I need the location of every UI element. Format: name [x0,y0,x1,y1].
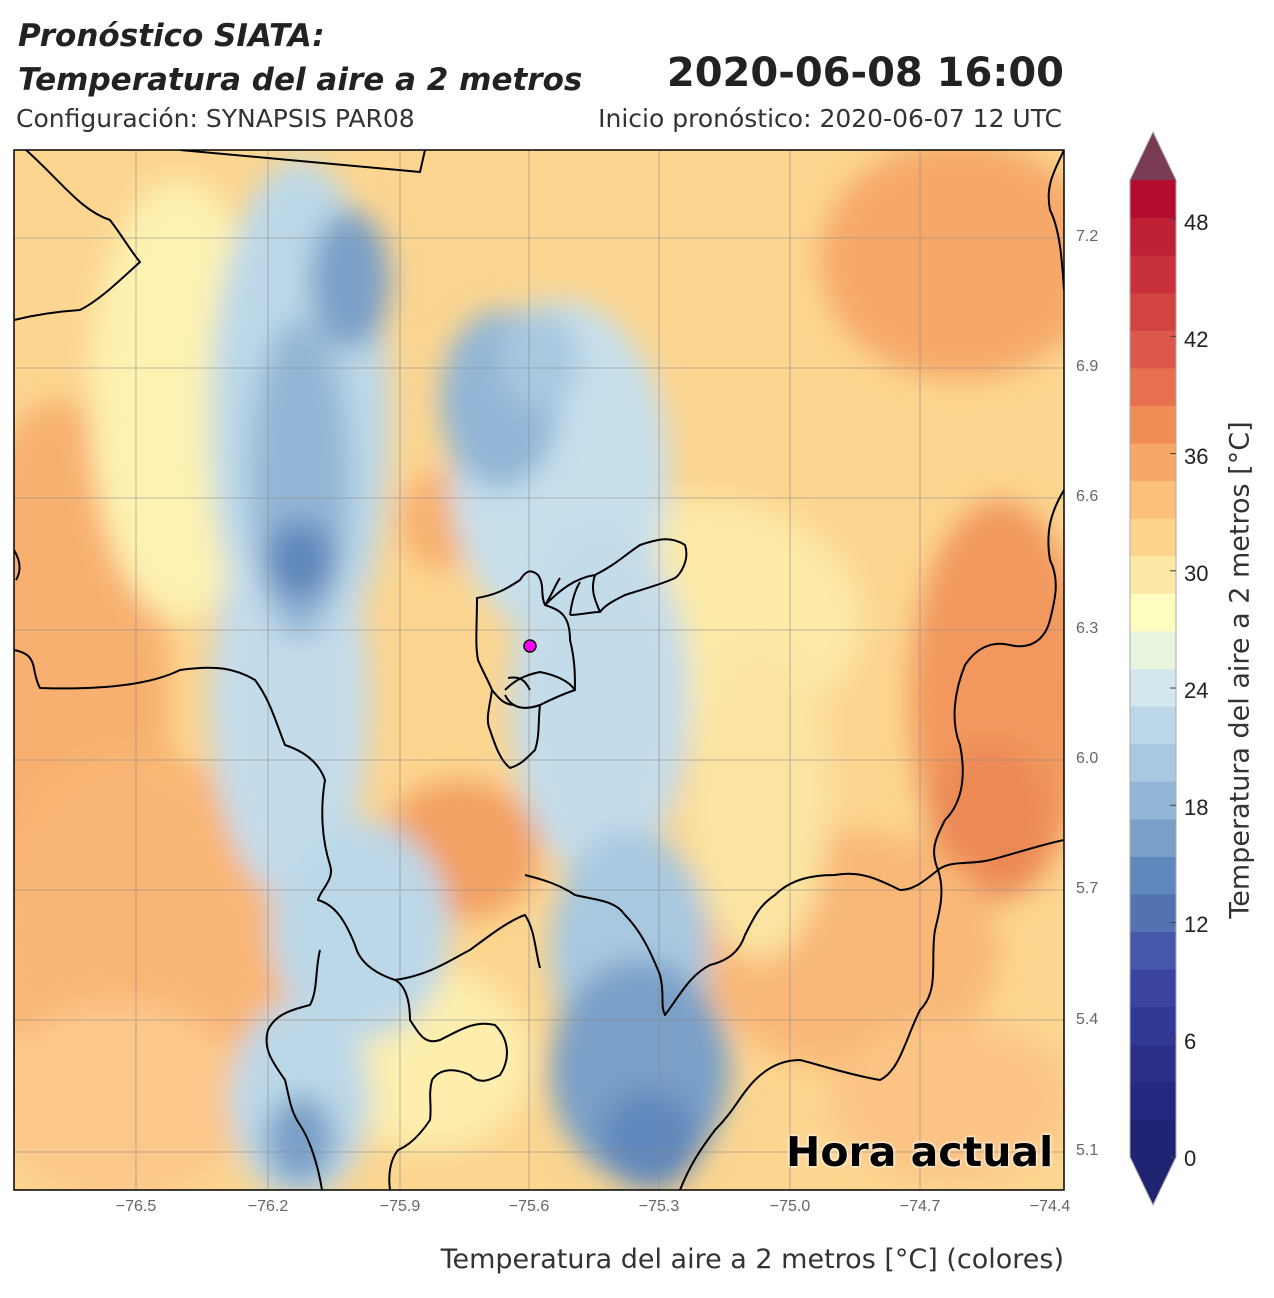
lat-tick-label: 5.4 [1076,1011,1099,1028]
colorbar-segment [1130,367,1176,406]
colorbar-segment [1130,1006,1176,1045]
colorbar-tick-label: 42 [1184,327,1209,352]
current-time-badge: Hora actual [786,1128,1054,1176]
colorbar-segment [1130,856,1176,895]
lon-tick-label: −75.9 [379,1198,421,1215]
title-block: Pronóstico SIATA: Temperatura del aire a… [18,14,582,102]
lon-tick-label: −75.0 [769,1198,811,1215]
lon-tick-label: −74.7 [899,1198,941,1215]
lon-tick-label: −76.2 [247,1198,289,1215]
colorbar-tick-label: 24 [1184,678,1209,703]
x-axis-label: Temperatura del aire a 2 metros [°C] (co… [440,1244,1064,1275]
colorbar-segment [1130,893,1176,933]
title-line-1: Pronóstico SIATA: [18,18,325,54]
colorbar-segment [1130,706,1176,745]
lon-tick-label: −75.3 [638,1198,680,1215]
colorbar-tick-label: 0 [1184,1146,1197,1171]
colorbar-segment [1130,217,1176,256]
colorbar-segment [1130,630,1176,669]
lat-tick-label: 7.2 [1076,228,1099,245]
location-marker [523,639,537,653]
colorbar-segment [1130,292,1176,331]
map-frame [13,149,1065,1191]
colorbar-label: Temperatura del aire a 2 metros [°C] [1224,421,1256,919]
colorbar-segment [1130,1081,1176,1120]
temperature-field [14,150,1064,1190]
colorbar-segment [1130,330,1176,369]
colorbar-segment [1130,255,1176,294]
colorbar-tick-label: 36 [1184,444,1209,469]
colorbar-under-triangle [1130,1157,1176,1205]
colorbar-segment [1130,743,1176,782]
lon-tick-label: −74.4 [1029,1198,1071,1215]
lon-tick-label: −75.6 [508,1198,550,1215]
lon-tick-label: −76.5 [115,1198,157,1215]
admin-borders [14,150,1064,1190]
lat-tick-label: 6.6 [1076,488,1099,505]
colorbar-tick-label: 48 [1184,210,1209,235]
colorbar-segment [1130,818,1176,857]
forecast-start-label: Inicio pronóstico: 2020-06-07 12 UTC [598,104,1062,133]
lat-tick-label: 6.3 [1076,620,1099,637]
colorbar-segment [1130,593,1176,632]
colorbar-tick-label: 18 [1184,795,1209,820]
lat-tick-label: 6.9 [1076,358,1099,375]
colorbar-outline [1129,130,1177,1207]
lat-tick-label: 6.0 [1076,750,1099,767]
colorbar-segment [1130,405,1176,444]
lat-tick-label: 5.1 [1076,1142,1099,1159]
colorbar-segment [1130,1119,1176,1158]
colorbar-segment [1130,480,1176,519]
forecast-datetime: 2020-06-08 16:00 [666,50,1064,96]
configuration-label: Configuración: SYNAPSIS PAR08 [16,104,415,133]
colorbar-tick-label: 30 [1184,561,1209,586]
map-grid [14,150,1064,1190]
colorbar-segment [1130,668,1176,707]
colorbar-tick-label: 12 [1184,912,1209,937]
colorbar-segment [1130,555,1176,594]
colorbar [1129,130,1177,1207]
colorbar-segment [1130,518,1176,557]
colorbar-segment [1130,443,1176,482]
colorbar-segment [1130,969,1176,1008]
colorbar-segment [1130,1044,1176,1083]
colorbar-tick-label: 6 [1184,1029,1197,1054]
colorbar-segment [1130,180,1176,219]
lat-tick-label: 5.7 [1076,880,1099,897]
colorbar-segment [1130,931,1176,970]
colorbar-segment [1130,781,1176,820]
colorbar-over-triangle [1130,132,1176,180]
title-line-2: Temperatura del aire a 2 metros [18,62,583,98]
